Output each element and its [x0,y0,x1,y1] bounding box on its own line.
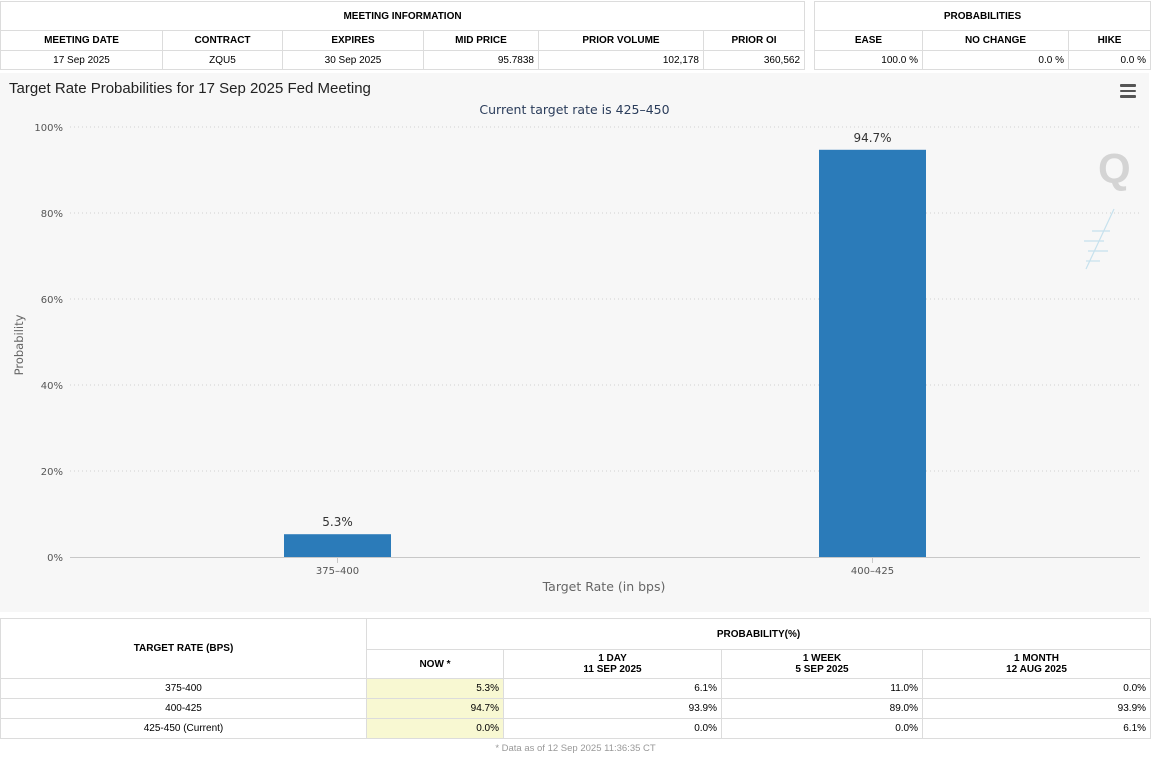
bar-layer: 5.3% 94.7% [284,131,926,557]
header-mid-price: MID PRICE [423,30,539,51]
week-cell: 89.0% [721,698,923,719]
axis-layer: 0% 20% 40% 60% 80% 100% 375–400 400–425 [34,123,1140,577]
header-target-rate: TARGET RATE (BPS) [0,618,367,679]
header-hike: HIKE [1067,30,1152,51]
expires-value: 30 Sep 2025 [282,50,424,70]
bar-chart: Q 0% 20% 40% 60% 80% 100% 375–400 400–425 5.3% 9… [12,123,1140,594]
month-cell: 0.0% [921,678,1152,699]
header-1-day: 1 DAY 11 SEP 2025 [503,649,722,679]
header-1-day-label: 1 DAY [598,653,627,664]
probability-history-table: TARGET RATE (BPS) PROBABILITY(%) NOW * 1… [0,618,1152,759]
probabilities-title: PROBABILITIES [813,1,1152,31]
mid-price-value: 95.7838 [423,50,539,70]
header-meeting-date: MEETING DATE [0,30,163,51]
header-no-change: NO CHANGE [922,30,1069,51]
header-expires: EXPIRES [282,30,424,51]
x-tick-label: 375–400 [316,566,359,577]
ease-value: 100.0 % [814,50,923,70]
data-timestamp-footnote: * Data as of 12 Sep 2025 11:36:35 CT [495,743,656,755]
bar [819,149,926,557]
quikstrike-logo-icon: Q [1084,145,1131,270]
y-axis-title: Probability [12,314,26,375]
header-1-day-date: 11 SEP 2025 [583,664,642,675]
x-axis-title: Target Rate (in bps) [542,579,666,594]
table-row: 425-450 (Current) 0.0% 0.0% 0.0% 6.1% [0,718,1152,739]
header-ease: EASE [814,30,923,51]
header-prior-oi: PRIOR OI [702,30,806,51]
meeting-information-table: MEETING INFORMATION MEETING DATE CONTRAC… [0,1,806,70]
meeting-date-value: 17 Sep 2025 [0,50,163,70]
data-label: 94.7% [853,131,891,145]
table-row: 400-425 94.7% 93.9% 89.0% 93.9% [0,698,1152,719]
data-label: 5.3% [322,515,353,529]
hamburger-menu-icon [1120,84,1136,87]
header-prior-volume: PRIOR VOLUME [538,30,704,51]
week-cell: 11.0% [721,678,923,699]
hamburger-menu-icon-line [1120,95,1136,98]
now-cell: 94.7% [366,698,504,719]
now-cell: 0.0% [366,718,504,739]
day-cell: 0.0% [503,718,722,739]
chart-title: Target Rate Probabilities for 17 Sep 202… [9,80,371,97]
y-tick-label: 100% [34,123,63,134]
prior-volume-value: 102,178 [538,50,704,70]
chart-menu-button[interactable] [1117,81,1139,101]
header-1-month: 1 MONTH 12 AUG 2025 [921,649,1152,679]
bar [284,534,391,557]
header-1-month-label: 1 MONTH [1014,653,1060,664]
hike-value: 0.0 % [1067,50,1152,70]
chart-subtitle: Current target rate is 425–450 [479,102,670,117]
contract-value: ZQU5 [162,50,283,70]
day-cell: 93.9% [503,698,722,719]
prior-oi-value: 360,562 [702,50,806,70]
header-now: NOW * [366,649,504,679]
hamburger-menu-icon-line [1120,89,1136,92]
rate-cell: 425-450 (Current) [0,718,367,739]
x-tick-label: 400–425 [851,566,894,577]
probabilities-table: PROBABILITIES EASE NO CHANGE HIKE 100.0 … [813,1,1152,70]
y-tick-label: 40% [41,381,63,392]
chart-panel: Q 0% 20% 40% 60% 80% 100% 375–400 400–425 5.3% 9… [0,73,1149,612]
y-tick-label: 80% [41,209,63,220]
month-cell: 93.9% [921,698,1152,719]
meeting-information-title: MEETING INFORMATION [0,1,806,31]
header-1-week-label: 1 WEEK [802,653,842,664]
header-contract: CONTRACT [162,30,283,51]
month-cell: 6.1% [921,718,1152,739]
table-row: 375-400 5.3% 6.1% 11.0% 0.0% [0,678,1152,699]
y-tick-label: 0% [47,553,63,564]
now-cell: 5.3% [366,678,504,699]
no-change-value: 0.0 % [922,50,1069,70]
header-1-month-date: 12 AUG 2025 [1006,664,1067,675]
day-cell: 6.1% [503,678,722,699]
svg-text:Q: Q [1098,145,1131,192]
rate-cell: 375-400 [0,678,367,699]
y-tick-label: 20% [41,467,63,478]
header-probability-group: PROBABILITY(%) [365,618,1152,650]
y-tick-label: 60% [41,295,63,306]
grid-layer [70,126,1140,472]
rate-cell: 400-425 [0,698,367,719]
week-cell: 0.0% [721,718,923,739]
header-1-week-date: 5 SEP 2025 [795,664,849,675]
header-1-week: 1 WEEK 5 SEP 2025 [721,649,923,679]
